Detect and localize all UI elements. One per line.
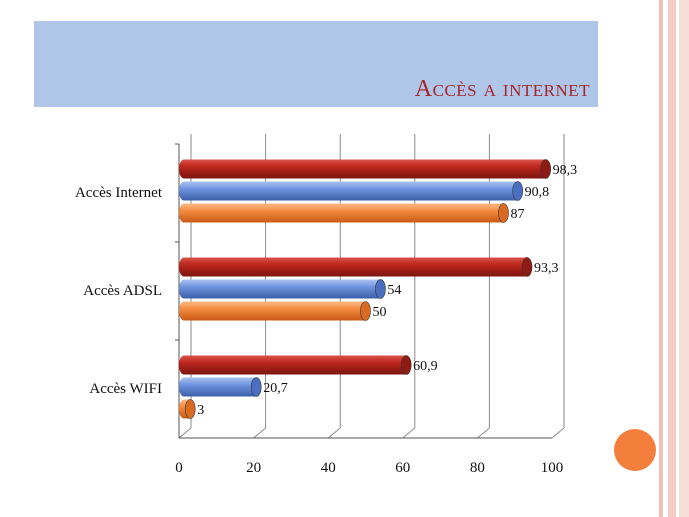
floor-gridline	[327, 427, 341, 439]
deco-stripe	[659, 0, 663, 517]
bar	[184, 355, 407, 375]
bar	[184, 377, 257, 397]
bar-end-cap	[512, 181, 523, 201]
data-label: 3	[197, 403, 204, 418]
bar	[184, 257, 528, 277]
data-label: 54	[387, 283, 401, 298]
bar-start-cap	[179, 159, 189, 179]
data-label: 50	[373, 305, 387, 320]
bar-start-cap	[179, 377, 189, 397]
floor-gridline	[178, 427, 192, 439]
bar	[184, 203, 504, 223]
x-tick-label: 80	[470, 460, 485, 476]
bar-start-cap	[179, 279, 189, 299]
data-label: 20,7	[263, 381, 288, 396]
floor-gridline	[551, 427, 565, 439]
bar-end-cap	[360, 301, 371, 321]
decorative-circle	[614, 429, 656, 471]
bar-end-cap	[498, 203, 509, 223]
x-tick-label: 100	[541, 460, 564, 476]
deco-stripe	[668, 0, 676, 517]
bar-end-cap	[250, 377, 262, 397]
bar-end-cap	[400, 355, 412, 375]
bar	[184, 181, 518, 201]
bar-end-cap	[521, 257, 533, 277]
bar-start-cap	[179, 181, 189, 201]
bar-end-cap	[184, 399, 196, 419]
chart-bars	[179, 159, 551, 419]
x-tick-label: 60	[395, 460, 410, 476]
floor-gridline	[477, 427, 490, 439]
title-band: Accès a internet	[34, 21, 598, 107]
bar-end-cap	[540, 159, 551, 179]
bar	[184, 159, 546, 179]
bar-start-cap	[179, 355, 189, 375]
deco-stripe	[679, 0, 689, 517]
bar-start-cap	[179, 257, 189, 277]
slide-title: Accès a internet	[414, 76, 590, 102]
bar-start-cap	[179, 301, 189, 321]
y-category-label: Accès WIFI	[89, 381, 162, 397]
y-category-label: Accès ADSL	[83, 283, 162, 299]
y-category-label: Accès Internet	[75, 185, 163, 201]
x-tick-label: 20	[246, 460, 261, 476]
data-label: 98,3	[553, 163, 578, 178]
bar-start-cap	[179, 203, 189, 223]
data-label: 60,9	[413, 359, 438, 374]
x-tick-label: 0	[175, 460, 183, 476]
data-label: 87	[511, 207, 525, 222]
chart-labels: Accès Internet 98,390,887 Accès ADSL 93,3 54…	[75, 163, 577, 418]
bar-end-cap	[375, 279, 386, 299]
floor-gridline	[253, 427, 266, 439]
x-tick-label: 40	[321, 460, 336, 476]
floor-gridline	[402, 427, 416, 439]
right-border-decoration	[659, 0, 689, 517]
bar	[184, 301, 366, 321]
bar	[184, 279, 381, 299]
data-label: 90,8	[525, 185, 550, 200]
data-label: 93,3	[534, 261, 559, 276]
